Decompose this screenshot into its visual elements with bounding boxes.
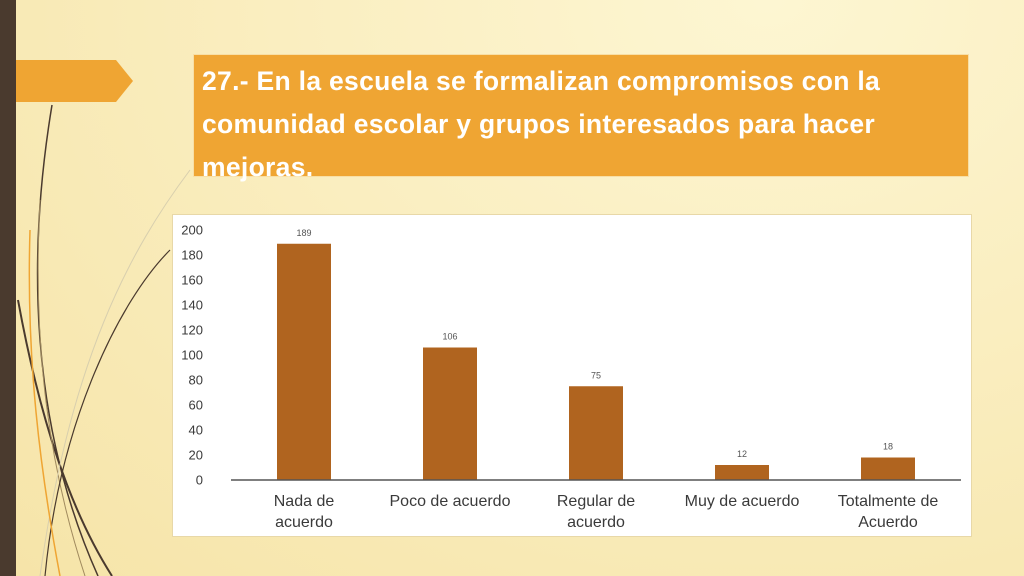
y-tick-label: 0 (196, 473, 203, 488)
x-tick-label: Regular de (557, 493, 635, 510)
y-tick-label: 60 (189, 398, 203, 413)
y-tick-label: 100 (181, 348, 203, 363)
y-tick-label: 200 (181, 223, 203, 238)
x-tick-label: Nada de (274, 493, 335, 510)
x-tick-label: Totalmente de (838, 493, 939, 510)
x-tick-label: acuerdo (275, 514, 333, 531)
x-tick-label: Acuerdo (858, 514, 918, 531)
y-axis: 0 20 40 60 80 100 120 140 160 180 200 (181, 223, 203, 488)
data-label: 106 (442, 332, 457, 342)
y-tick-label: 180 (181, 248, 203, 263)
left-accent-bar (0, 0, 16, 576)
arrow-tab-shape (16, 60, 133, 102)
y-tick-label: 40 (189, 423, 203, 438)
x-tick-label: acuerdo (567, 514, 625, 531)
bar (569, 386, 623, 480)
y-tick-label: 140 (181, 298, 203, 313)
x-tick-label: Muy de acuerdo (685, 493, 800, 510)
slide-title-box: 27.- En la escuela se formalizan comprom… (193, 54, 969, 182)
data-label: 12 (737, 449, 747, 459)
data-label: 189 (296, 228, 311, 238)
y-tick-label: 20 (189, 448, 203, 463)
data-label: 18 (883, 442, 893, 452)
bars (277, 243, 915, 480)
y-tick-label: 80 (189, 373, 203, 388)
bar-chart: 0 20 40 60 80 100 120 140 160 180 200 189 106 75 12 18… (172, 214, 972, 537)
data-labels: 189 106 75 12 18 (296, 228, 893, 459)
data-label: 75 (591, 370, 601, 380)
y-tick-label: 160 (181, 273, 203, 288)
bar (861, 457, 915, 480)
decorative-curves (16, 60, 191, 576)
x-tick-label: Poco de acuerdo (390, 493, 511, 510)
x-axis: Nada de acuerdo Poco de acuerdo Regular de a… (231, 479, 961, 531)
bar (715, 465, 769, 480)
y-tick-label: 120 (181, 323, 203, 338)
slide-title: 27.- En la escuela se formalizan comprom… (202, 66, 881, 182)
bar (277, 243, 331, 480)
bar (423, 347, 477, 480)
